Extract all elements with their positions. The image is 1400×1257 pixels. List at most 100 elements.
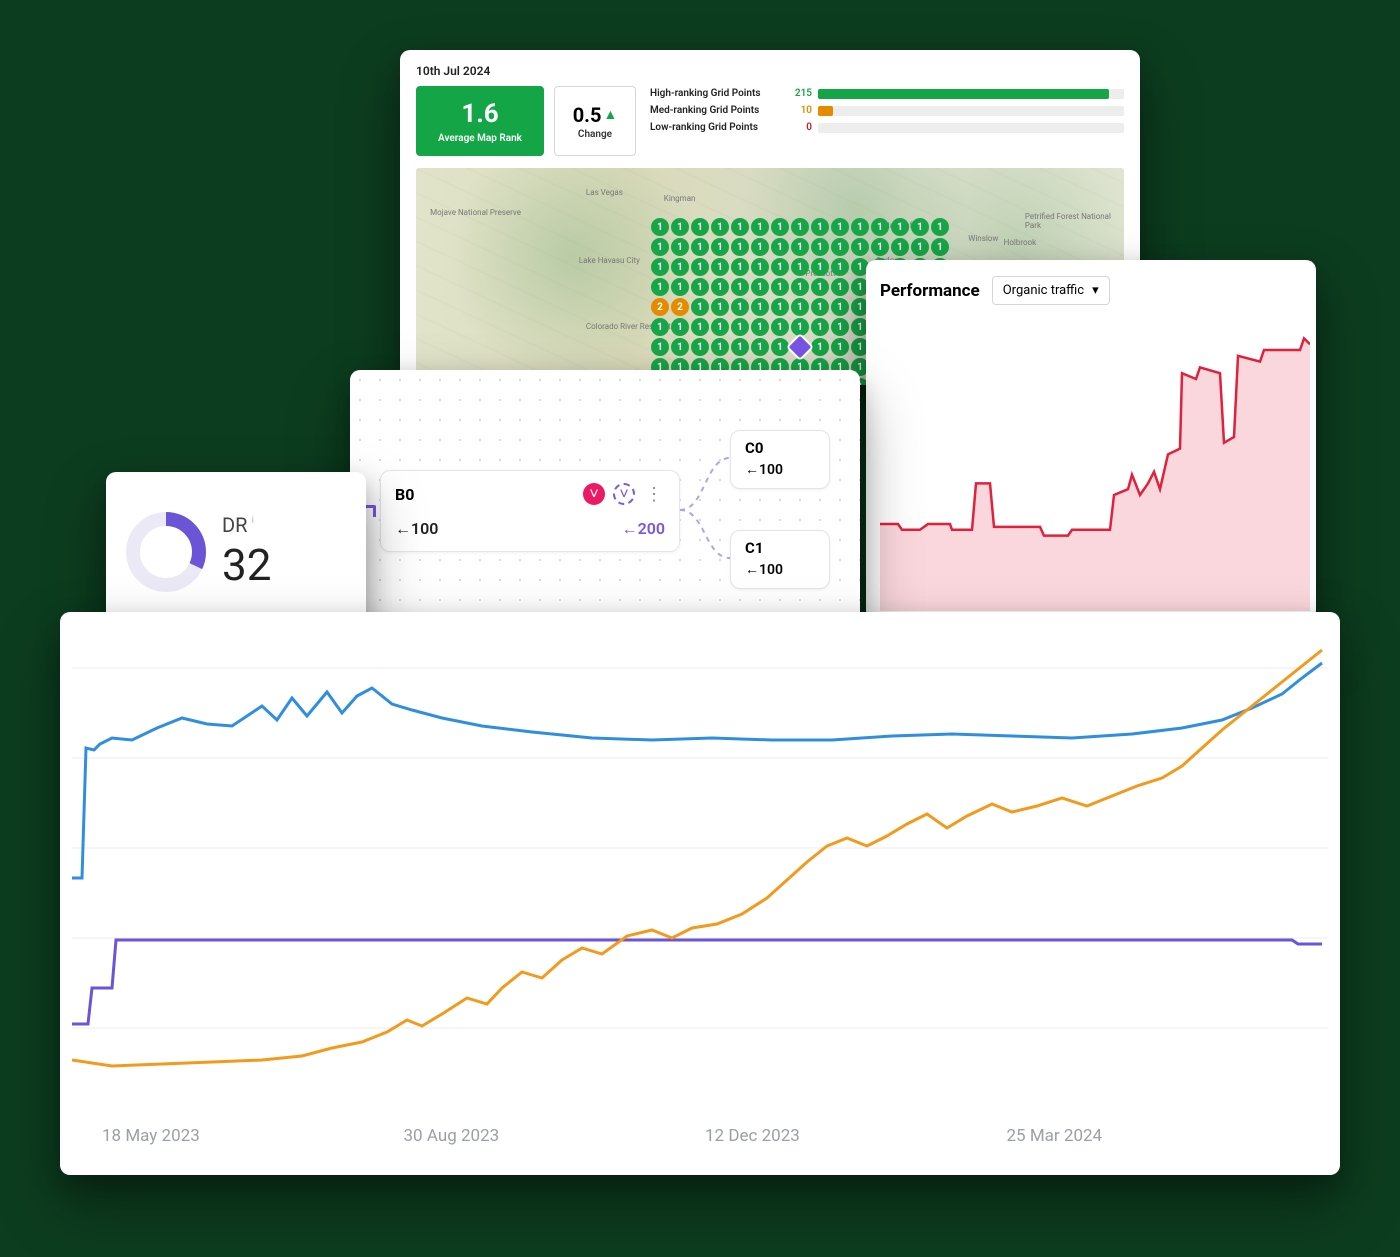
rank-pin[interactable]: 1	[671, 338, 689, 356]
rank-pin[interactable]: 1	[691, 318, 709, 336]
info-icon[interactable]: i	[251, 515, 253, 526]
rank-pin[interactable]: 1	[831, 238, 849, 256]
rank-pin[interactable]: 1	[831, 318, 849, 336]
arrow-up-icon: ▲	[603, 106, 617, 123]
rank-pin[interactable]: 1	[731, 338, 749, 356]
rank-pin[interactable]: 1	[751, 338, 769, 356]
rank-pin[interactable]: 1	[871, 238, 889, 256]
dr-card: DRi 32	[106, 472, 366, 632]
rank-pin[interactable]: 1	[731, 278, 749, 296]
rank-pin[interactable]: 1	[771, 258, 789, 276]
traffic-select[interactable]: Organic traffic ▾	[992, 276, 1110, 305]
rank-pin[interactable]: 1	[911, 218, 929, 236]
rank-pin[interactable]: 1	[651, 238, 669, 256]
x-tick: 25 Mar 2024	[1007, 1126, 1309, 1146]
rank-pin[interactable]: 1	[931, 238, 949, 256]
rank-pin[interactable]: 1	[651, 218, 669, 236]
rank-pin[interactable]: 1	[891, 238, 909, 256]
rank-pin[interactable]: 1	[671, 318, 689, 336]
rank-pin[interactable]: 1	[831, 218, 849, 236]
rank-pin[interactable]: 1	[731, 238, 749, 256]
rank-pin[interactable]: 1	[751, 298, 769, 316]
rank-pin[interactable]: 1	[691, 238, 709, 256]
rank-pin[interactable]: 1	[791, 298, 809, 316]
rank-pin[interactable]: 1	[751, 258, 769, 276]
rank-pin[interactable]: 1	[771, 298, 789, 316]
rank-pin[interactable]: 1	[651, 258, 669, 276]
bar-med: Med-ranking Grid Points 10	[650, 105, 1124, 116]
rank-pin[interactable]: 1	[711, 318, 729, 336]
performance-title: Performance	[880, 281, 980, 301]
rank-pin[interactable]: 1	[811, 218, 829, 236]
rank-pin[interactable]: 1	[711, 278, 729, 296]
rank-pin[interactable]: 1	[691, 338, 709, 356]
node-c0[interactable]: C0 ←100	[730, 430, 830, 489]
performance-card: Performance Organic traffic ▾	[866, 260, 1316, 620]
rank-pin[interactable]: 1	[911, 238, 929, 256]
rank-pin[interactable]: 1	[851, 238, 869, 256]
rank-pin[interactable]: 1	[791, 258, 809, 276]
rank-pin[interactable]: 1	[651, 338, 669, 356]
rank-pin[interactable]: 1	[691, 218, 709, 236]
trend-chart	[72, 628, 1328, 1108]
rank-pin[interactable]: 1	[811, 278, 829, 296]
rank-pin[interactable]: 1	[711, 218, 729, 236]
rank-pin[interactable]: 1	[671, 218, 689, 236]
rank-pin[interactable]: 1	[831, 338, 849, 356]
rank-pin[interactable]: 1	[731, 318, 749, 336]
rank-pin[interactable]: 1	[731, 258, 749, 276]
rank-pin[interactable]: 1	[811, 318, 829, 336]
rank-pin[interactable]: 1	[771, 338, 789, 356]
dr-label: DRi	[222, 513, 271, 537]
rank-pin[interactable]: 1	[791, 278, 809, 296]
rank-pin[interactable]: 1	[711, 258, 729, 276]
rank-pin[interactable]: 1	[831, 258, 849, 276]
node-c1[interactable]: C1 ←100	[730, 530, 830, 589]
b0-left-value: ←100	[395, 519, 438, 539]
rank-pin[interactable]: 2	[651, 298, 669, 316]
rank-pin[interactable]: 1	[771, 238, 789, 256]
rank-pin[interactable]: 1	[671, 258, 689, 276]
x-tick: 30 Aug 2023	[404, 1126, 706, 1146]
rank-pin[interactable]: 1	[751, 218, 769, 236]
rank-pin[interactable]: 1	[791, 318, 809, 336]
collapse-red-icon[interactable]: ˅	[583, 483, 605, 505]
rank-pin[interactable]: 1	[731, 298, 749, 316]
rank-pin[interactable]: 1	[651, 278, 669, 296]
rank-pin[interactable]: 1	[751, 318, 769, 336]
rank-pin[interactable]: 1	[771, 218, 789, 236]
rank-pin[interactable]: 1	[751, 278, 769, 296]
rank-pin[interactable]: 1	[851, 218, 869, 236]
rank-pin[interactable]: 1	[711, 338, 729, 356]
rank-pin[interactable]: 1	[891, 218, 909, 236]
rank-pin[interactable]: 1	[651, 318, 669, 336]
rank-pin[interactable]: 2	[671, 298, 689, 316]
rank-pin[interactable]: 1	[671, 278, 689, 296]
rank-pin[interactable]: 1	[711, 298, 729, 316]
rank-pin[interactable]: 1	[931, 218, 949, 236]
grid-point-bars: High-ranking Grid Points 215 Med-ranking…	[646, 86, 1124, 156]
rank-pin[interactable]: 1	[791, 218, 809, 236]
rank-pin[interactable]: 1	[771, 278, 789, 296]
more-icon[interactable]: ⋮	[643, 484, 665, 505]
collapse-purple-icon[interactable]: ˅	[613, 483, 635, 505]
rank-pin[interactable]: 1	[671, 238, 689, 256]
rank-pin[interactable]: 1	[731, 218, 749, 236]
rank-pin[interactable]: 1	[691, 278, 709, 296]
rank-pin[interactable]: 1	[791, 238, 809, 256]
avg-rank-value: 1.6	[461, 99, 498, 129]
rank-pin[interactable]: 1	[691, 258, 709, 276]
rank-pin[interactable]: 1	[811, 298, 829, 316]
change-box: 0.5 ▲ Change	[554, 86, 636, 156]
rank-pin[interactable]: 1	[711, 238, 729, 256]
rank-pin[interactable]: 1	[811, 338, 829, 356]
rank-pin[interactable]: 1	[811, 258, 829, 276]
rank-pin[interactable]: 1	[691, 298, 709, 316]
rank-pin[interactable]: 1	[871, 218, 889, 236]
rank-pin[interactable]: 1	[771, 318, 789, 336]
rank-pin[interactable]: 1	[811, 238, 829, 256]
node-b0[interactable]: B0 ˅ ˅ ⋮ ←100 ←200	[380, 470, 680, 552]
rank-pin[interactable]: 1	[751, 238, 769, 256]
rank-pin[interactable]: 1	[831, 278, 849, 296]
rank-pin[interactable]: 1	[831, 298, 849, 316]
